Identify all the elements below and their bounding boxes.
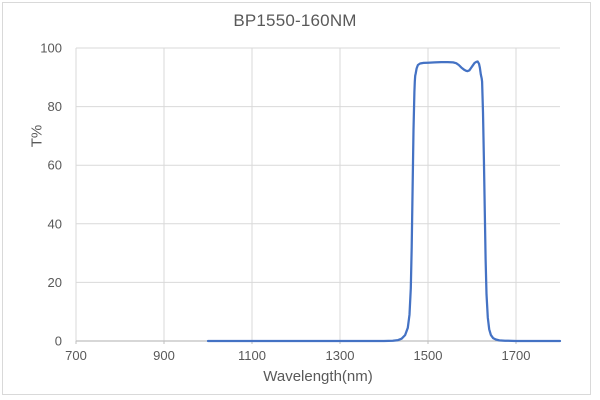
x-tick-label: 1700 [502,348,531,363]
x-axis-title: Wavelength(nm) [263,368,373,385]
x-tick-label: 700 [65,348,87,363]
y-tick-label: 60 [48,158,62,173]
chart-title: BP1550-160NM [233,11,357,30]
x-tick-label: 1500 [414,348,443,363]
x-tick-label: 1300 [326,348,355,363]
y-tick-label: 0 [55,334,62,349]
y-tick-label: 100 [40,41,62,56]
y-tick-label: 80 [48,99,62,114]
y-tick-label: 20 [48,275,62,290]
y-tick-label: 40 [48,216,62,231]
x-tick-label: 1100 [238,348,266,363]
x-tick-label: 900 [153,348,175,363]
series-line-transmission [206,60,562,343]
y-axis-title: T% [28,124,46,148]
